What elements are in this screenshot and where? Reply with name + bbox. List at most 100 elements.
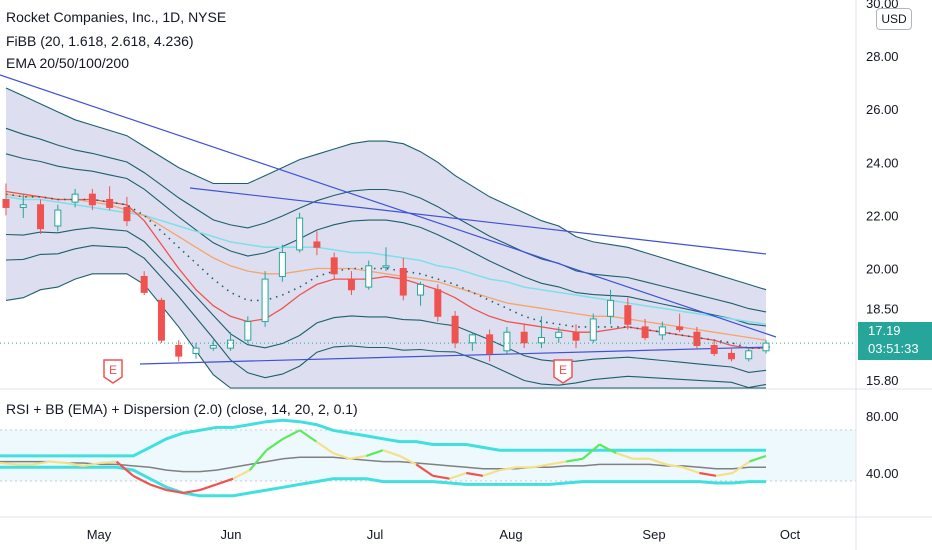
rsi-segment	[182, 489, 201, 495]
candle	[762, 340, 770, 354]
rsi-segment	[282, 429, 301, 440]
candle-body	[572, 331, 580, 341]
candle	[227, 332, 235, 351]
earnings-marker: E	[103, 359, 123, 384]
rsi-bb-lower	[0, 465, 766, 498]
countdown-timer: 03:51:33	[868, 341, 919, 356]
candle-body	[313, 241, 321, 248]
candle-body	[19, 204, 27, 208]
earnings-marker-shape	[553, 359, 573, 384]
rsi-panel[interactable]	[0, 418, 856, 498]
candle-body	[347, 278, 355, 291]
rsi-segment	[199, 483, 217, 492]
ema50-line	[5, 193, 767, 341]
candle-body	[486, 334, 494, 354]
rsi-segment	[332, 452, 351, 460]
price-tick-label: 26.00	[866, 102, 899, 117]
candle	[37, 199, 45, 234]
fibb-legend[interactable]: FiBB (20, 1.618, 2.618, 4.236)	[6, 33, 194, 49]
candle-body	[261, 278, 269, 323]
rsi-bb-basis	[0, 456, 766, 473]
candle	[2, 183, 10, 216]
rsi-segment	[315, 440, 334, 454]
earnings-marker-label: E	[559, 363, 567, 377]
trendline-resistance	[189, 187, 767, 255]
candle	[676, 313, 684, 333]
candle-body	[693, 331, 701, 346]
rsi-segment	[166, 489, 184, 495]
candle-body	[451, 315, 459, 344]
candle	[347, 271, 355, 296]
earnings-marker-shape	[103, 359, 123, 384]
rsi-segment	[432, 474, 450, 480]
fib-inner-upper-2	[5, 127, 767, 313]
rsi-bb-upper	[0, 418, 766, 458]
candle	[157, 297, 165, 343]
candle-body	[555, 331, 563, 339]
last-price-value: 17.19	[868, 323, 901, 338]
candle	[382, 247, 390, 272]
candle-body	[624, 305, 632, 325]
trendline-support	[139, 346, 771, 365]
candle	[451, 310, 459, 349]
rsi-segment	[149, 483, 167, 492]
currency-button[interactable]: USD	[876, 8, 912, 30]
rsi-segment	[399, 454, 417, 466]
chart-title: Rocket Companies, Inc., 1D, NYSE	[6, 9, 227, 25]
candle-body	[710, 344, 718, 354]
candle	[503, 326, 511, 354]
candle-body	[296, 217, 304, 251]
candle	[261, 271, 269, 327]
candle-body	[278, 252, 286, 277]
time-tick-label: May	[87, 527, 112, 542]
candle	[175, 340, 183, 362]
candle	[572, 324, 580, 349]
candle	[19, 194, 27, 219]
ema20-line	[5, 190, 766, 349]
rsi-segment	[83, 461, 101, 467]
candle	[140, 271, 148, 296]
rsi-segment	[598, 443, 617, 455]
rsi-segment	[499, 466, 517, 472]
candle-body	[468, 334, 476, 344]
time-tick-label: Jun	[221, 527, 242, 542]
time-tick-label: Sep	[642, 527, 665, 542]
rsi-segment	[665, 463, 683, 469]
rsi-segment	[699, 471, 717, 477]
candle-body	[399, 267, 407, 296]
candle	[313, 231, 321, 256]
candle-body	[88, 193, 96, 206]
candle	[417, 281, 425, 306]
candle-body	[140, 275, 148, 293]
candle-body	[382, 265, 390, 268]
rsi-segment	[349, 454, 367, 460]
last-price-badge: 17.19 03:51:33	[858, 322, 932, 360]
price-tick-label: 18.50	[866, 301, 899, 316]
candle-body	[745, 350, 753, 360]
candle	[365, 260, 373, 290]
rsi-legend[interactable]: RSI + BB (EMA) + Dispersion (2.0) (close…	[6, 401, 358, 417]
candle	[278, 244, 286, 282]
rsi-segment	[715, 471, 733, 477]
candle-body	[503, 331, 511, 352]
rsi-segment	[649, 457, 667, 466]
price-tick-label: 30.00	[866, 0, 899, 11]
rsi-segment	[549, 460, 567, 466]
rsi-segment	[248, 449, 268, 471]
price-tick-label: 15.80	[866, 373, 899, 388]
candle-body	[192, 347, 200, 354]
candle-body	[727, 352, 735, 360]
ema-legend[interactable]: EMA 20/50/100/200	[6, 55, 129, 71]
rsi-segment	[365, 449, 384, 457]
candle-body	[175, 344, 183, 357]
candle-body	[37, 204, 45, 230]
rsi-segment	[0, 461, 17, 466]
candle-body	[227, 339, 235, 349]
candle	[727, 348, 735, 362]
rsi-segment	[66, 461, 84, 467]
rsi-segment	[33, 460, 51, 466]
candle	[710, 340, 718, 357]
